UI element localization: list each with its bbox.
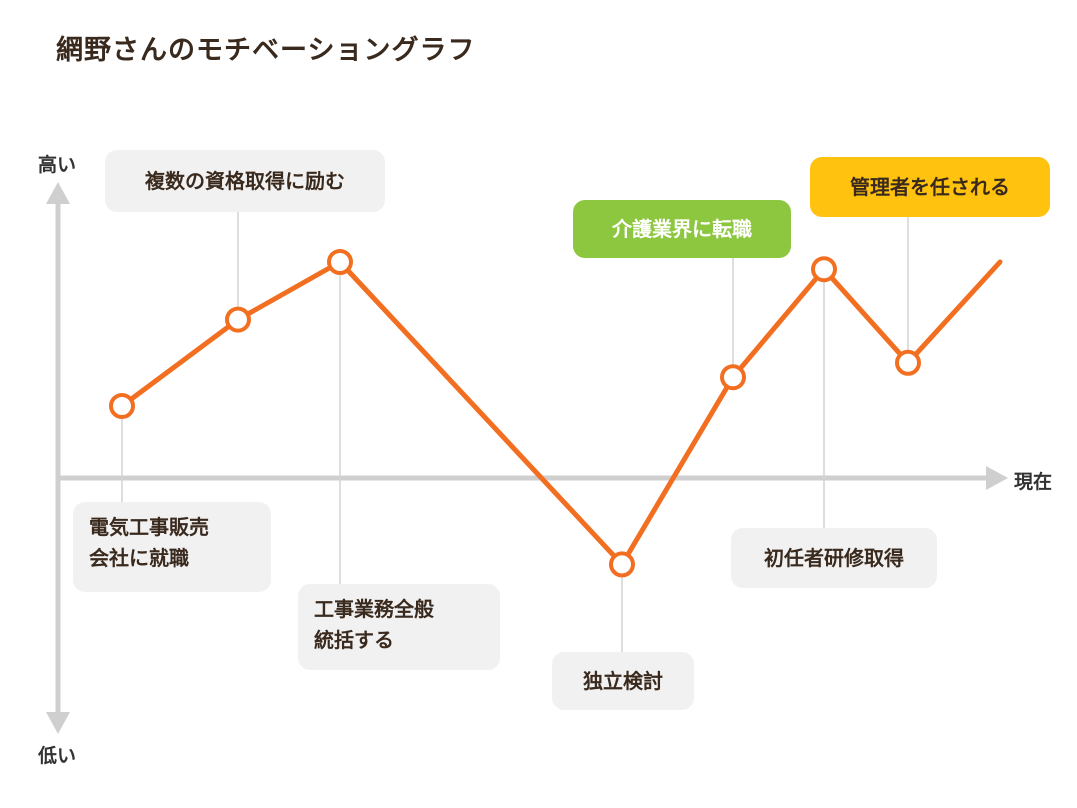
x-axis-now-label: 現在 (1014, 471, 1053, 493)
series (119, 259, 1003, 567)
data-point-marker (811, 256, 837, 283)
x-axis-arrow (986, 466, 1008, 490)
chart-title: 網野さんのモチベーショングラフ (56, 35, 476, 66)
y-axis-low-label: 低い (38, 745, 77, 767)
data-point-marker (895, 349, 921, 376)
event-label: 複数の資格取得に励む (105, 150, 385, 212)
data-point-marker (109, 393, 135, 419)
event-label: 管理者を任される (810, 157, 1050, 217)
markers (109, 249, 921, 578)
data-point-marker (720, 364, 746, 391)
data-point-marker (327, 249, 353, 275)
data-point-marker (225, 306, 251, 333)
event-label: 介護業界に転職 (573, 200, 791, 258)
motivation-line (119, 259, 1003, 567)
y-axis-down-arrow (46, 712, 70, 734)
connectors (121, 212, 909, 652)
event-label: 電気工事販売 会社に就職 (73, 502, 271, 592)
data-point-marker (609, 551, 635, 578)
axes (46, 182, 1008, 734)
event-label: 独立検討 (552, 652, 694, 710)
y-axis-high-label: 高い (38, 154, 77, 176)
y-axis-up-arrow (46, 182, 70, 204)
event-label: 初任者研修取得 (731, 528, 937, 588)
event-label: 工事業務全般 統括する (298, 584, 500, 670)
